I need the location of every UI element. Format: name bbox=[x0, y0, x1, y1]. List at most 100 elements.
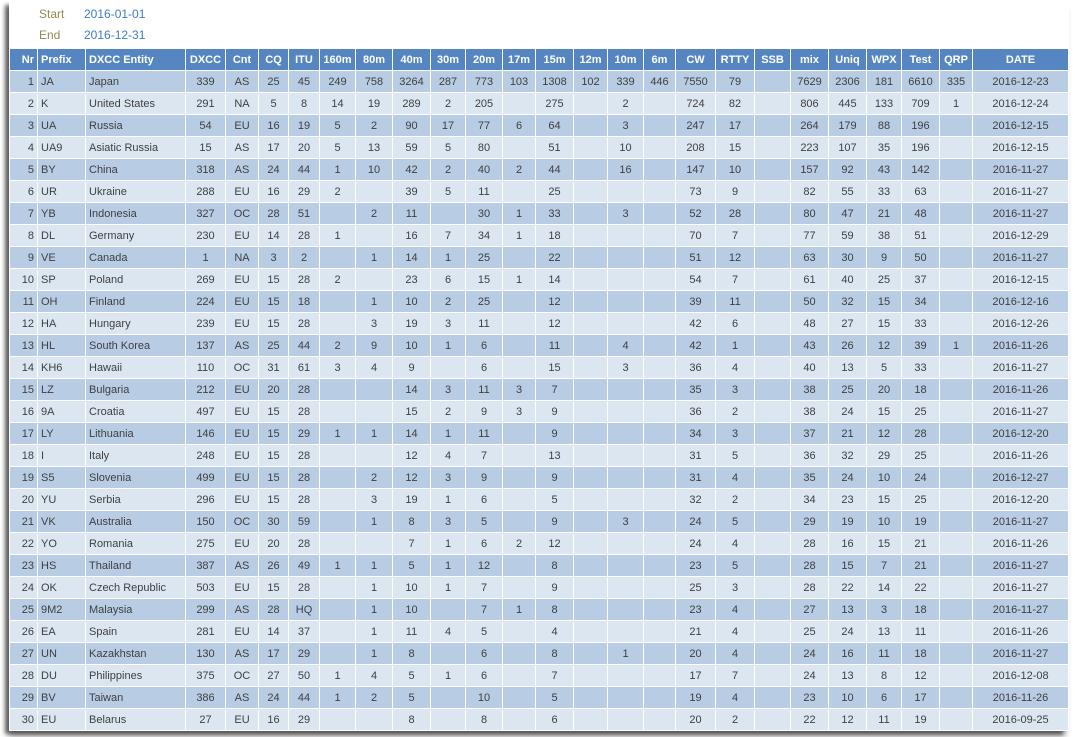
cell-rtty: 79 bbox=[715, 70, 755, 93]
cell-cnt: EU bbox=[225, 114, 259, 137]
cell-cw: 247 bbox=[675, 114, 716, 137]
cell-dxcc-entity: Slovenia bbox=[85, 466, 186, 489]
cell-test: 196 bbox=[901, 114, 940, 137]
cell-date: 2016-12-20 bbox=[972, 488, 1069, 511]
cell-wpx: 13 bbox=[866, 620, 902, 643]
cell-cw: 208 bbox=[675, 136, 716, 159]
cell-uniq: 32 bbox=[828, 290, 867, 313]
cell-cnt: EU bbox=[225, 620, 259, 643]
cell-test: 24 bbox=[901, 466, 940, 489]
cell-nr: 23 bbox=[9, 554, 38, 577]
cell-160m: 1 bbox=[319, 664, 356, 687]
cell-cq: 16 bbox=[258, 180, 289, 203]
cell-date: 2016-11-27 bbox=[972, 180, 1069, 203]
cell-15m: 9 bbox=[535, 400, 574, 423]
cell-40m: 90 bbox=[392, 114, 431, 137]
cell-wpx: 10 bbox=[866, 466, 902, 489]
cell-80m: 2 bbox=[355, 466, 393, 489]
cell-cq: 15 bbox=[258, 422, 289, 445]
cell-40m: 39 bbox=[392, 180, 431, 203]
cell-cnt: EU bbox=[225, 180, 259, 203]
cell-dxcc-entity: Philippines bbox=[85, 664, 186, 687]
cell-rtty: 28 bbox=[715, 202, 755, 225]
cell-mix: 80 bbox=[790, 202, 829, 225]
cell-test: 22 bbox=[901, 576, 940, 599]
cell-rtty: 4 bbox=[715, 620, 755, 643]
cell-itu: 18 bbox=[288, 290, 320, 313]
cell-rtty: 7 bbox=[715, 268, 755, 291]
cell-cw: 17 bbox=[675, 664, 716, 687]
cell-12m bbox=[573, 92, 608, 115]
cell-uniq: 15 bbox=[828, 554, 867, 577]
cell-itu: 44 bbox=[288, 334, 320, 357]
cell-qrp bbox=[939, 202, 973, 225]
cell-12m: 102 bbox=[573, 70, 608, 93]
cell-wpx: 7 bbox=[866, 554, 902, 577]
cell-cq: 26 bbox=[258, 554, 289, 577]
cell-10m: 4 bbox=[607, 334, 644, 357]
end-date-line: End 2016-12-31 bbox=[9, 25, 1069, 46]
cell-itu: 19 bbox=[288, 114, 320, 137]
table-row: 6 UR Ukraine 288 EU 16 29 2 39 5 11 25 73 9 82 55 33 63 20… bbox=[9, 180, 1069, 203]
cell-160m bbox=[319, 620, 356, 643]
cell-6m bbox=[643, 576, 676, 599]
cell-15m: 9 bbox=[535, 422, 574, 445]
cell-dxcc-entity: Thailand bbox=[85, 554, 186, 577]
cell-nr: 20 bbox=[9, 488, 38, 511]
cell-uniq: 2306 bbox=[828, 70, 867, 93]
cell-itu: 28 bbox=[288, 488, 320, 511]
cell-mix: 25 bbox=[790, 620, 829, 643]
cell-cw: 31 bbox=[675, 444, 716, 467]
cell-dxcc-entity: Australia bbox=[85, 510, 186, 533]
cell-prefix: OK bbox=[37, 576, 86, 599]
cell-uniq: 179 bbox=[828, 114, 867, 137]
cell-12m bbox=[573, 642, 608, 665]
cell-15m: 5 bbox=[535, 686, 574, 709]
cell-prefix: DU bbox=[37, 664, 86, 687]
cell-wpx: 15 bbox=[866, 290, 902, 313]
cell-date: 2016-11-27 bbox=[972, 510, 1069, 533]
cell-6m bbox=[643, 290, 676, 313]
cell-cw: 34 bbox=[675, 422, 716, 445]
cell-itu: 29 bbox=[288, 422, 320, 445]
cell-ssb bbox=[754, 246, 791, 269]
cell-20m: 10 bbox=[465, 686, 503, 709]
cell-prefix: YO bbox=[37, 532, 86, 555]
cell-10m bbox=[607, 224, 644, 247]
cell-ssb bbox=[754, 686, 791, 709]
cell-80m bbox=[355, 268, 393, 291]
cell-test: 63 bbox=[901, 180, 940, 203]
cell-10m bbox=[607, 422, 644, 445]
cell-itu: 50 bbox=[288, 664, 320, 687]
cell-6m bbox=[643, 686, 676, 709]
cell-15m: 22 bbox=[535, 246, 574, 269]
cell-date: 2016-11-27 bbox=[972, 356, 1069, 379]
cell-cq: 31 bbox=[258, 356, 289, 379]
cell-prefix: YU bbox=[37, 488, 86, 511]
cell-160m bbox=[319, 532, 356, 555]
cell-date: 2016-09-25 bbox=[972, 708, 1069, 731]
cell-wpx: 11 bbox=[866, 642, 902, 665]
cell-test: 17 bbox=[901, 686, 940, 709]
cell-160m bbox=[319, 466, 356, 489]
cell-rtty: 4 bbox=[715, 686, 755, 709]
cell-mix: 28 bbox=[790, 532, 829, 555]
cell-17m bbox=[502, 642, 536, 665]
cell-20m: 9 bbox=[465, 400, 503, 423]
cell-20m: 5 bbox=[465, 510, 503, 533]
cell-wpx: 29 bbox=[866, 444, 902, 467]
cell-dxcc: 137 bbox=[185, 334, 226, 357]
cell-15m: 11 bbox=[535, 334, 574, 357]
cell-prefix: S5 bbox=[37, 466, 86, 489]
cell-80m: 13 bbox=[355, 136, 393, 159]
cell-15m: 275 bbox=[535, 92, 574, 115]
cell-test: 25 bbox=[901, 488, 940, 511]
cell-prefix: VE bbox=[37, 246, 86, 269]
cell-cnt: NA bbox=[225, 92, 259, 115]
cell-40m: 5 bbox=[392, 686, 431, 709]
cell-160m bbox=[319, 246, 356, 269]
cell-17m bbox=[502, 246, 536, 269]
table-row: 2 K United States 291 NA 5 8 14 19 289 2 205 275 2 724… bbox=[9, 92, 1069, 115]
cell-cnt: EU bbox=[225, 224, 259, 247]
cell-20m: 15 bbox=[465, 268, 503, 291]
